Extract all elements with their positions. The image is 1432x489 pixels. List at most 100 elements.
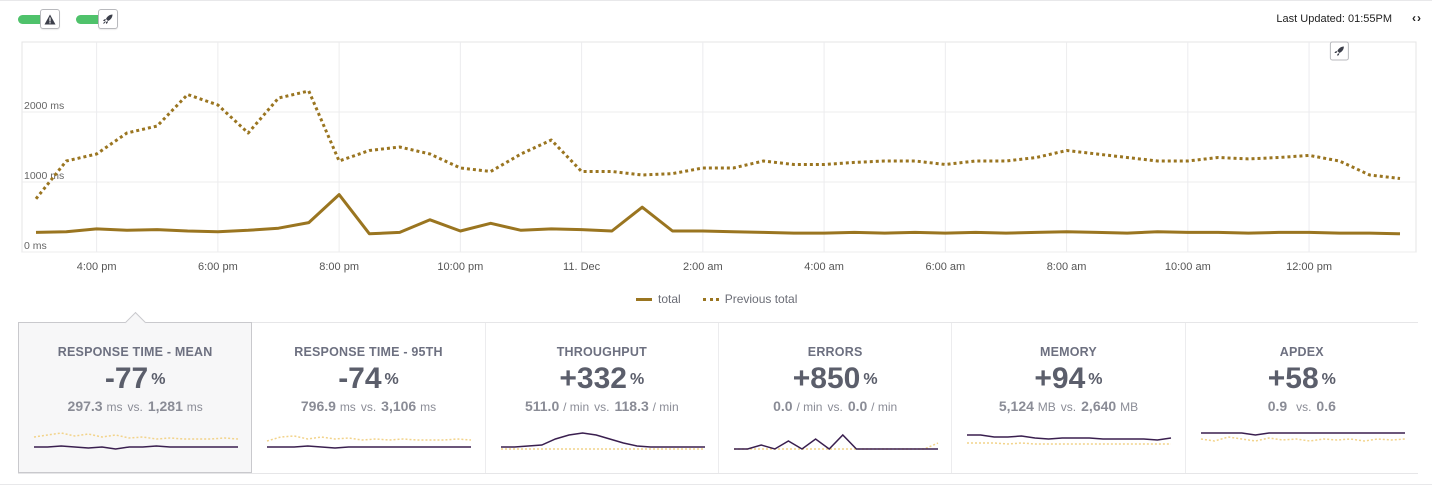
- sparkline-previous: [1200, 436, 1405, 442]
- sparkline: [1200, 432, 1405, 442]
- card-response-time-95th[interactable]: RESPONSE TIME - 95TH -74% 796.9 ms vs. 3,1…: [252, 323, 486, 473]
- sparkline-current: [267, 445, 472, 449]
- legend-total-label: total: [658, 292, 681, 306]
- alerts-toggle-track[interactable]: [18, 14, 44, 24]
- card-vs: vs.: [1060, 400, 1077, 414]
- card-title: RESPONSE TIME - MEAN: [57, 345, 213, 359]
- series-total-line: [35, 193, 1401, 236]
- card-current: 796.9: [300, 398, 336, 414]
- card-percent: +850%: [719, 363, 951, 396]
- card-comparison: 796.9 ms vs. 3,106 ms: [252, 398, 484, 414]
- card-percent: -74%: [252, 363, 484, 396]
- card-comparison: 0.0 / min vs. 0.0 / min: [719, 398, 951, 414]
- x-tick-label: 8:00 am: [1047, 261, 1087, 273]
- card-comparison: 511.0 / min vs. 118.3 / min: [486, 398, 718, 414]
- deploy-rocket-icon[interactable]: [1329, 41, 1349, 61]
- legend-item-previous[interactable]: Previous total: [702, 292, 798, 306]
- card-previous-unit: ms: [186, 400, 203, 414]
- card-percent-value: -77: [104, 362, 149, 395]
- card-vs: vs.: [127, 400, 143, 414]
- plot-frame: [21, 41, 1417, 253]
- expand-arrows-icon[interactable]: ‹›: [1412, 11, 1422, 25]
- card-vs: vs.: [827, 400, 843, 414]
- card-previous: 0.0: [847, 398, 868, 414]
- card-previous: 1,281: [147, 398, 183, 414]
- sparkline-current: [500, 432, 705, 448]
- card-percent-value: +58: [1267, 362, 1319, 395]
- last-updated: Last Updated: 01:55PM: [1276, 13, 1392, 25]
- sparkline-current: [1200, 432, 1405, 436]
- series-previous-total-line: [34, 89, 1401, 200]
- card-title: ERRORS: [807, 345, 863, 359]
- sparkline: [33, 432, 239, 450]
- card-percent-value: -74: [338, 362, 382, 395]
- card-percent-unit: %: [1321, 371, 1336, 388]
- card-title: THROUGHPUT: [556, 345, 647, 359]
- card-percent-value: +332: [559, 362, 627, 395]
- y-tick-label: 2000 ms: [24, 100, 64, 112]
- card-current-unit: / min: [796, 400, 823, 414]
- card-percent-unit: %: [384, 371, 399, 388]
- x-tick-label: 11. Dec: [563, 261, 601, 273]
- rocket-icon[interactable]: [98, 9, 118, 29]
- card-percent-value: +94: [1034, 362, 1086, 395]
- y-tick-label: 1000 ms: [24, 170, 64, 182]
- card-title: APDEX: [1279, 345, 1324, 359]
- card-percent: +94%: [952, 363, 1184, 396]
- toggle-group: [18, 9, 118, 29]
- card-apdex[interactable]: APDEX +58% 0.9 vs. 0.6: [1186, 323, 1418, 473]
- warning-icon[interactable]: [40, 9, 60, 29]
- sparkline-previous: [967, 442, 1172, 445]
- sparkline-previous: [33, 432, 239, 440]
- sparkline: [967, 434, 1172, 445]
- card-previous-unit: / min: [871, 400, 898, 414]
- card-title: RESPONSE TIME - 95TH: [294, 345, 443, 359]
- active-caret: [124, 311, 147, 334]
- sparkline-current: [34, 445, 238, 450]
- card-percent-unit: %: [629, 371, 645, 388]
- x-tick-label: 4:00 am: [804, 261, 844, 273]
- x-tick-label: 8:00 pm: [319, 261, 359, 273]
- metric-cards: RESPONSE TIME - MEAN -77% 297.3 ms vs. 1,2…: [18, 311, 1418, 474]
- card-current: 0.9: [1267, 398, 1288, 414]
- x-tick-label: 2:00 am: [683, 261, 723, 273]
- chart-legend: total Previous total: [636, 292, 797, 306]
- card-percent-unit: %: [151, 371, 166, 388]
- card-previous-unit: / min: [652, 400, 679, 414]
- card-response-time-mean[interactable]: RESPONSE TIME - MEAN -77% 297.3 ms vs. 1,2…: [18, 311, 253, 473]
- legend-item-total[interactable]: total: [636, 292, 681, 306]
- card-title: MEMORY: [1039, 345, 1097, 359]
- card-previous: 0.6: [1316, 398, 1336, 414]
- card-percent: -77%: [19, 363, 251, 396]
- card-current: 0.0: [773, 398, 793, 414]
- alerts-toggle[interactable]: [18, 9, 60, 29]
- card-previous: 2,640: [1081, 398, 1117, 414]
- card-vs: vs.: [360, 400, 377, 414]
- card-previous: 3,106: [381, 398, 417, 414]
- card-current-unit: ms: [339, 400, 356, 414]
- card-memory[interactable]: MEMORY +94% 5,124 MB vs. 2,640 MB: [952, 323, 1186, 473]
- x-tick-label: 10:00 am: [1165, 261, 1211, 273]
- card-percent: +332%: [486, 363, 718, 396]
- legend-dotted-swatch: [702, 297, 719, 301]
- card-current: 511.0: [524, 398, 560, 414]
- card-current-unit: ms: [106, 400, 123, 414]
- card-percent-unit: %: [863, 371, 878, 388]
- card-throughput[interactable]: THROUGHPUT +332% 511.0 / min vs. 118.3 / m…: [486, 323, 719, 473]
- deployments-toggle[interactable]: [76, 9, 118, 29]
- top-divider: [0, 0, 1432, 1]
- main-line-chart: 4:00 pm 6:00 pm 8:00 pm 10:00 pm 11. Dec 2:00…: [21, 41, 1417, 273]
- sparkline: [267, 435, 472, 449]
- legend-solid-swatch: [636, 297, 652, 301]
- card-percent: +58%: [1186, 363, 1418, 396]
- sparkline-previous: [267, 435, 472, 442]
- sparkline: [733, 433, 939, 450]
- x-tick-label: 10:00 pm: [437, 261, 483, 273]
- sparkline-current: [733, 433, 938, 450]
- x-tick-label: 12:00 pm: [1286, 261, 1332, 273]
- card-errors[interactable]: ERRORS +850% 0.0 / min vs. 0.0 / min: [719, 323, 953, 473]
- card-current: 5,124: [998, 398, 1034, 414]
- legend-previous-label: Previous total: [724, 292, 798, 306]
- deployments-toggle-track[interactable]: [76, 14, 102, 24]
- card-percent-unit: %: [1088, 371, 1103, 388]
